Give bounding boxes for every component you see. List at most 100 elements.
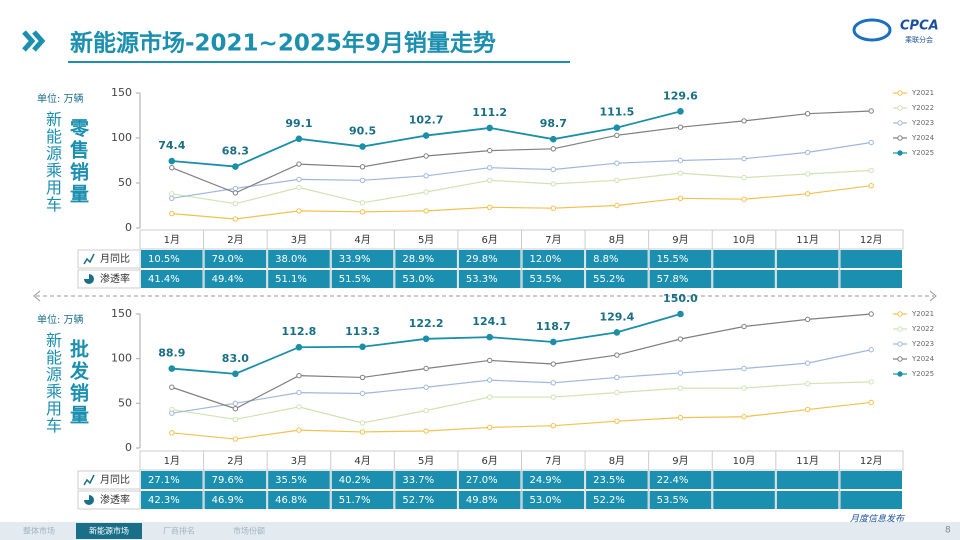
data-point: [677, 336, 684, 342]
series-line: [171, 401, 872, 440]
legend-marker: [897, 150, 903, 156]
x-tick-label: 8月: [609, 234, 625, 246]
data-point: [614, 132, 620, 139]
x-tick-label: 4月: [354, 234, 370, 246]
row-icon: [84, 274, 94, 284]
row-label-cell: [77, 490, 141, 510]
data-point: [295, 343, 303, 351]
table-cell: [395, 491, 457, 509]
value-label: 122.2: [409, 317, 444, 330]
legend-label: Y2023: [911, 119, 934, 127]
value-label: 129.6: [663, 89, 698, 102]
table-cell-text: 51.7%: [339, 495, 371, 506]
data-point: [232, 370, 239, 378]
table-cell: [268, 250, 330, 268]
table-cell-text: 46.9%: [212, 495, 244, 506]
footer-bar: [0, 522, 960, 540]
unit-label: 单位: 万辆: [37, 94, 84, 105]
series-line: [171, 349, 872, 414]
table-cell: [268, 471, 330, 489]
y-tick-label: 0: [125, 441, 132, 454]
page-number: 8: [945, 526, 951, 536]
data-point: [359, 420, 366, 426]
logo-subtext: 乘联分会: [905, 35, 933, 44]
data-point: [487, 204, 493, 211]
data-point: [614, 202, 620, 209]
legend-marker: [897, 90, 903, 96]
table-cell-text: 40.2%: [339, 475, 371, 486]
table-cell: [522, 491, 585, 509]
value-label: 99.1: [285, 117, 312, 130]
x-tick-label: 1月: [164, 455, 180, 467]
data-point: [423, 153, 429, 159]
table-cell-text: 38.0%: [275, 254, 307, 265]
table-cell: [331, 270, 394, 288]
table-cell: [649, 491, 712, 509]
footer-tab[interactable]: [76, 523, 142, 539]
y-tick-label: 100: [111, 352, 132, 365]
data-point: [868, 311, 874, 317]
series-line: [171, 185, 872, 220]
table-cell-text: 53.0%: [402, 274, 434, 285]
data-point: [295, 135, 303, 143]
y-tick-label: 0: [125, 221, 132, 234]
x-tick-label: 5月: [418, 234, 434, 246]
x-tick-label: 6月: [482, 455, 498, 467]
data-point: [613, 124, 621, 131]
data-point: [169, 191, 175, 197]
table-cell: [268, 491, 330, 509]
table-cell: [395, 270, 457, 288]
value-label: 74.4: [158, 139, 185, 152]
data-point: [550, 422, 556, 429]
data-point: [804, 380, 811, 387]
data-point: [613, 329, 621, 336]
data-point: [487, 165, 493, 171]
data-point: [423, 173, 429, 179]
series-line: [171, 169, 872, 205]
x-tick-label: 2月: [227, 455, 243, 467]
data-point: [296, 161, 302, 167]
table-cell: [141, 491, 203, 509]
legend-marker: [897, 356, 903, 362]
footer-tab-label: 厂商排名: [163, 526, 195, 536]
data-point: [741, 323, 747, 330]
data-point: [550, 380, 556, 386]
data-point: [169, 384, 175, 390]
table-cell: [586, 250, 648, 268]
data-point: [422, 335, 430, 343]
table-cell: [586, 471, 648, 489]
data-point: [423, 407, 429, 414]
data-point: [359, 209, 366, 215]
data-point: [487, 424, 493, 431]
legend-marker: [897, 120, 903, 126]
data-point: [804, 316, 811, 323]
x-tick-label: 7月: [545, 234, 561, 246]
legend-marker: [897, 311, 903, 317]
data-point: [423, 208, 429, 214]
data-point: [614, 160, 620, 166]
table-cell: [776, 270, 839, 288]
data-point: [232, 163, 239, 170]
row-label: 渗透率: [100, 493, 130, 506]
table-cell: [586, 270, 648, 288]
data-point: [359, 374, 366, 381]
data-point: [168, 157, 176, 165]
data-point: [868, 108, 874, 114]
legend-marker: [897, 371, 903, 377]
table-cell: [776, 250, 839, 268]
value-label: 102.7: [409, 114, 444, 127]
data-point: [232, 216, 239, 222]
table-cell: [840, 471, 902, 489]
data-point: [487, 357, 493, 364]
data-point: [169, 430, 175, 436]
footer-tab-label: 整体市场: [23, 526, 55, 536]
data-point: [232, 416, 239, 423]
row-label: 月同比: [100, 474, 130, 486]
chart-title: 批发销量: [67, 339, 89, 427]
x-tick-label: 7月: [545, 455, 561, 467]
x-tick-label: 5月: [418, 455, 434, 467]
table-cell: [586, 491, 648, 509]
table-cell: [840, 491, 902, 509]
table-cell: [331, 250, 394, 268]
